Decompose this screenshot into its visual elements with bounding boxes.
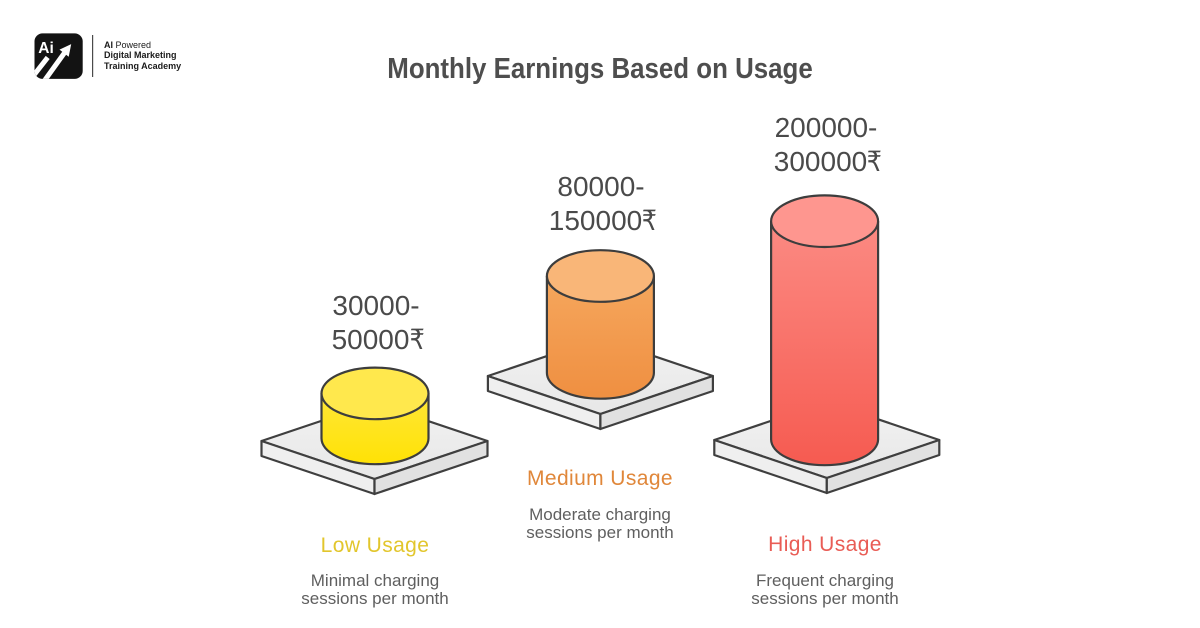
svg-text:Ai: Ai — [38, 40, 54, 57]
